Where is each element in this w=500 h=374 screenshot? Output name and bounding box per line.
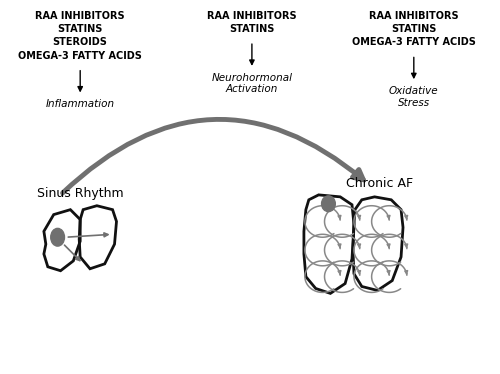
Text: STEROIDS: STEROIDS	[52, 37, 108, 47]
Ellipse shape	[322, 196, 336, 212]
Text: Neurohormonal
Activation: Neurohormonal Activation	[212, 73, 292, 94]
Text: STATINS: STATINS	[391, 24, 436, 34]
Text: Chronic AF: Chronic AF	[346, 177, 413, 190]
Text: RAA INHIBITORS: RAA INHIBITORS	[207, 10, 296, 21]
Text: RAA INHIBITORS: RAA INHIBITORS	[369, 10, 458, 21]
Ellipse shape	[50, 229, 64, 246]
Text: RAA INHIBITORS: RAA INHIBITORS	[36, 10, 125, 21]
Text: OMEGA-3 FATTY ACIDS: OMEGA-3 FATTY ACIDS	[18, 50, 142, 61]
Text: Oxidative
Stress: Oxidative Stress	[389, 86, 438, 108]
Text: OMEGA-3 FATTY ACIDS: OMEGA-3 FATTY ACIDS	[352, 37, 476, 47]
Text: STATINS: STATINS	[58, 24, 103, 34]
Text: Sinus Rhythm: Sinus Rhythm	[37, 187, 124, 200]
Text: Inflammation: Inflammation	[46, 99, 114, 109]
Text: STATINS: STATINS	[229, 24, 274, 34]
